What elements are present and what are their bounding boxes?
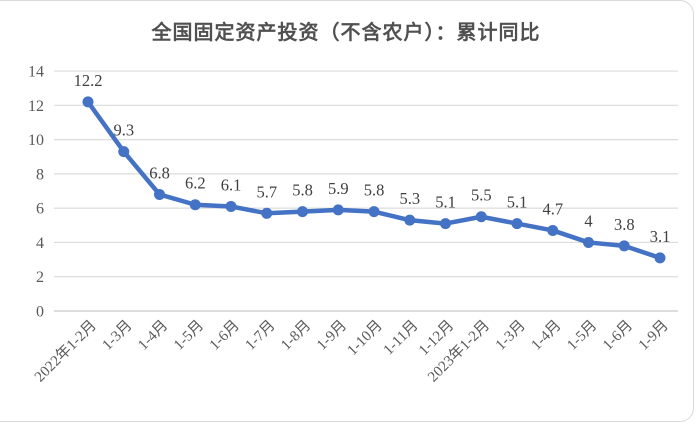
y-axis-tick-label: 10 bbox=[28, 132, 44, 149]
y-axis-tick-label: 14 bbox=[28, 64, 44, 81]
data-label: 4 bbox=[584, 211, 592, 230]
data-point-marker bbox=[511, 218, 523, 230]
data-point-marker bbox=[189, 199, 201, 211]
data-point-marker bbox=[368, 206, 380, 218]
x-axis-tick-label: 2022年1-2月 bbox=[31, 317, 100, 386]
data-point-marker bbox=[118, 146, 130, 158]
data-point-marker bbox=[225, 200, 237, 212]
y-axis-tick-label: 2 bbox=[36, 269, 44, 286]
data-point-marker bbox=[475, 211, 487, 223]
y-axis-tick-label: 8 bbox=[36, 166, 44, 183]
x-axis-tick-label: 1-5月 bbox=[564, 318, 600, 354]
data-label: 5.1 bbox=[435, 193, 456, 212]
x-axis-tick-label: 1-3月 bbox=[100, 318, 136, 354]
data-label: 5.9 bbox=[328, 179, 349, 198]
data-point-marker bbox=[332, 204, 344, 216]
data-point-marker bbox=[547, 224, 559, 236]
data-label: 5.7 bbox=[256, 182, 277, 201]
data-label: 6.8 bbox=[149, 163, 170, 182]
data-label: 4.7 bbox=[542, 199, 563, 218]
x-axis-tick-label: 1-10月 bbox=[344, 318, 385, 359]
data-label: 5.8 bbox=[364, 181, 385, 200]
x-axis-tick-label: 1-9月 bbox=[636, 318, 672, 354]
x-axis-tick-label: 1-6月 bbox=[600, 318, 636, 354]
data-point-marker bbox=[154, 188, 165, 200]
data-label: 12.2 bbox=[74, 71, 103, 90]
x-axis-tick-label: 1-4月 bbox=[135, 318, 171, 354]
data-label: 5.8 bbox=[292, 181, 313, 200]
data-point-marker bbox=[654, 252, 666, 264]
x-axis-tick-label: 1-11月 bbox=[381, 318, 422, 359]
y-axis-tick-label: 0 bbox=[36, 304, 44, 321]
x-axis-tick-label: 1-6月 bbox=[207, 318, 243, 354]
x-axis-tick-label: 1-4月 bbox=[529, 318, 565, 354]
data-point-marker bbox=[440, 218, 451, 230]
chart-title: 全国固定资产投资（不含农户）：累计同比 bbox=[151, 20, 541, 44]
y-axis-tick-label: 12 bbox=[28, 98, 44, 115]
data-label: 5.3 bbox=[399, 189, 420, 208]
data-label: 5.1 bbox=[507, 193, 528, 212]
x-axis-tick-label: 1-5月 bbox=[171, 318, 207, 354]
data-point-marker bbox=[404, 214, 416, 226]
data-point-marker bbox=[261, 207, 273, 219]
data-point-marker bbox=[297, 206, 308, 218]
data-label: 3.8 bbox=[614, 215, 635, 234]
data-point-marker bbox=[583, 236, 594, 248]
data-label: 3.1 bbox=[650, 227, 671, 246]
y-axis-tick-label: 4 bbox=[36, 235, 44, 252]
y-axis-tick-label: 6 bbox=[36, 201, 44, 218]
x-axis-tick-label: 1-3月 bbox=[493, 318, 529, 354]
x-axis-tick-label: 1-8月 bbox=[278, 318, 314, 354]
data-label: 6.2 bbox=[185, 174, 206, 193]
data-point-marker bbox=[618, 240, 630, 252]
data-label: 9.3 bbox=[113, 121, 134, 140]
x-axis-tick-label: 1-7月 bbox=[243, 318, 279, 354]
data-point-marker bbox=[82, 96, 94, 108]
data-label: 5.5 bbox=[471, 186, 492, 205]
data-label: 6.1 bbox=[221, 175, 242, 194]
